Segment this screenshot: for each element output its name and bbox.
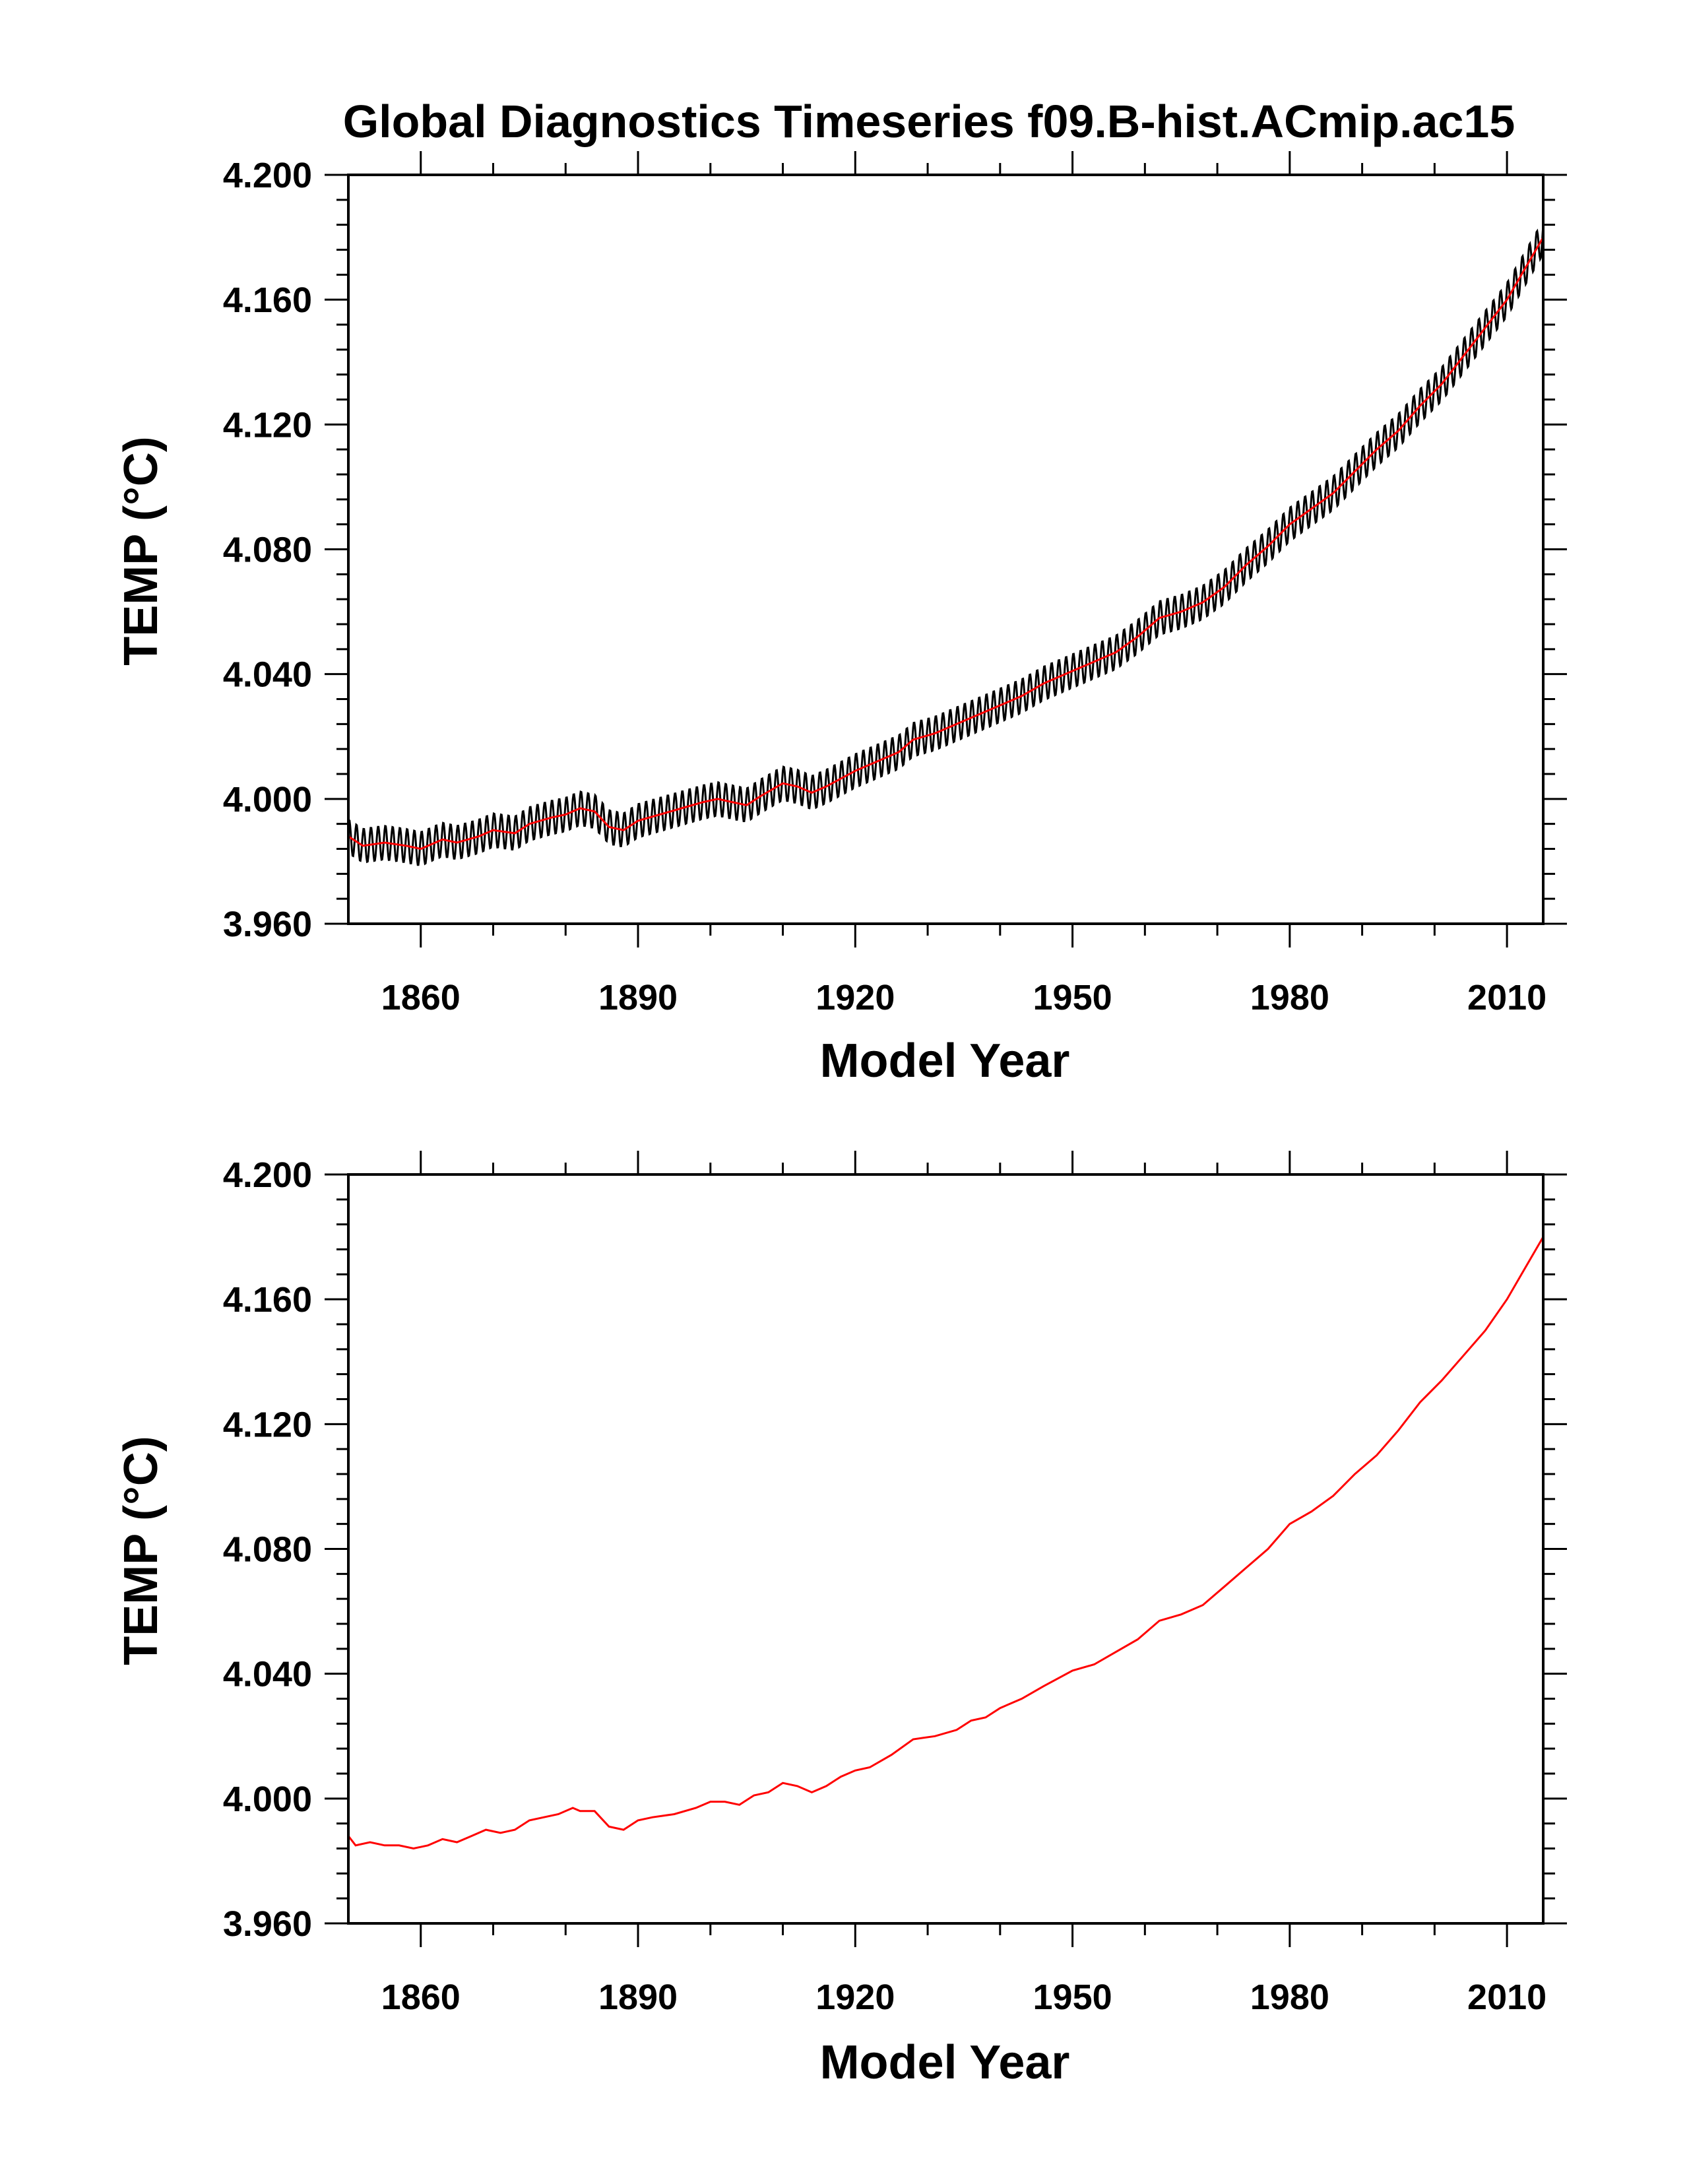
x-tick-label: 1860 [381, 1977, 461, 2017]
annual-mean-series-line [348, 236, 1543, 851]
plot-frame [347, 1173, 1545, 1925]
y-tick-label: 4.200 [223, 1155, 312, 1195]
panel-bottom: Model Year TEMP (°C) 3.960 4.000 4.040 4.08… [115, 1151, 1567, 2089]
x-tick-label: 2010 [1467, 1977, 1546, 2017]
x-tick-label: 1860 [381, 978, 461, 1017]
x-axis-label: Model Year [820, 2036, 1070, 2089]
plot-area [348, 224, 1543, 866]
x-tick-label: 1950 [1033, 1977, 1112, 2017]
x-tick-label: 1890 [598, 1977, 678, 2017]
x-axis-label: Model Year [820, 1035, 1070, 1087]
x-tick-label: 1950 [1033, 978, 1112, 1017]
y-tick-label: 4.040 [223, 655, 312, 695]
y-tick-label: 3.960 [223, 1904, 312, 1944]
y-tick-label: 4.120 [223, 405, 312, 445]
monthly-series-line [348, 224, 1543, 866]
y-tick-label: 4.080 [223, 530, 312, 570]
y-tick-label: 4.040 [223, 1655, 312, 1694]
y-tick-label: 4.160 [223, 1280, 312, 1320]
plot-area [348, 1236, 1543, 1850]
y-tick-label: 4.000 [223, 780, 312, 819]
y-tick-label: 3.960 [223, 905, 312, 944]
x-tick-label: 1920 [815, 978, 895, 1017]
x-tick-label: 1980 [1250, 1977, 1329, 2017]
y-axis-label: TEMP (°C) [115, 1436, 168, 1665]
panel-top: Model Year TEMP (°C) 3.960 4.000 4.040 4.08… [115, 151, 1567, 1087]
y-tick-label: 4.200 [223, 156, 312, 195]
x-tick-label: 2010 [1467, 978, 1546, 1017]
y-tick-label: 4.000 [223, 1780, 312, 1819]
y-tick-label: 4.160 [223, 280, 312, 320]
y-tick-label: 4.080 [223, 1530, 312, 1570]
y-axis-label: TEMP (°C) [115, 436, 168, 665]
x-tick-label: 1920 [815, 1977, 895, 2017]
chart-title: Global Diagnostics Timeseries f09.B-hist… [343, 96, 1515, 147]
x-tick-label: 1980 [1250, 978, 1329, 1017]
annual-mean-series-line [348, 1236, 1543, 1850]
y-tick-label: 4.120 [223, 1405, 312, 1444]
plot-frame [347, 174, 1545, 925]
x-tick-label: 1890 [598, 978, 678, 1017]
